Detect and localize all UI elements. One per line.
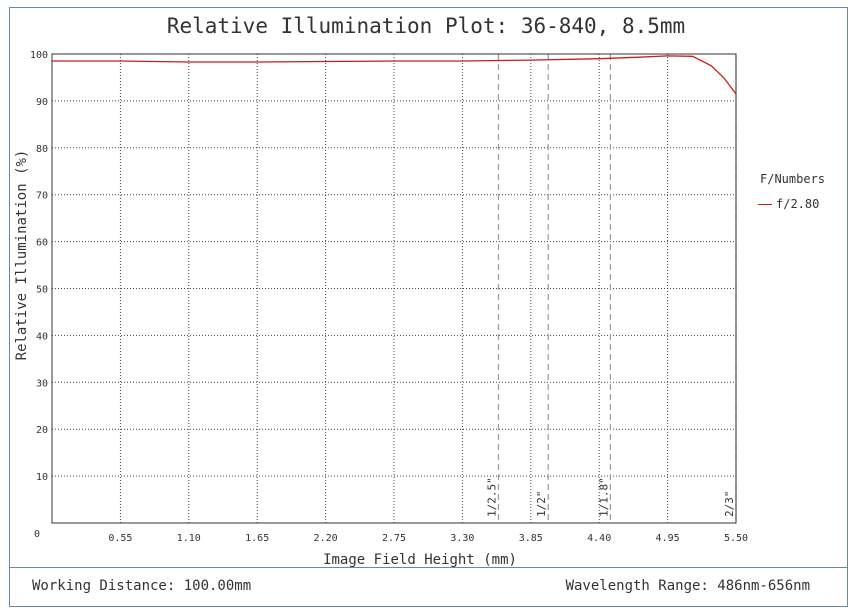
x-tick-label: 2.20 (314, 533, 338, 544)
sensor-marker-label: 1/2" (535, 491, 548, 518)
grid-lines (52, 53, 737, 523)
y-tick-label: 80 (36, 144, 48, 155)
plot-frame (9, 7, 848, 607)
x-tick-label: 5.50 (724, 533, 748, 544)
y-tick-label: 70 (36, 191, 48, 202)
series-line-f280 (52, 55, 737, 95)
legend-entry-f280: f/2.80 (758, 197, 819, 211)
plot-area-border (51, 53, 737, 524)
legend-entry-label: f/2.80 (776, 197, 820, 211)
x-tick-label: 4.40 (587, 533, 611, 544)
x-tick-label: 3.85 (519, 533, 543, 544)
data-series (52, 55, 737, 95)
y-tick-label: 30 (36, 378, 48, 389)
sensor-marker-label: 1/1.8" (597, 477, 610, 517)
x-tick-label: 4.95 (656, 533, 680, 544)
legend-title: F/Numbers (760, 172, 826, 186)
y-tick-label: 40 (36, 331, 48, 342)
y-tick-label: 100 (30, 50, 48, 61)
y-tick-label: 90 (36, 97, 48, 108)
sensor-marker-label: 1/2.5" (485, 477, 498, 517)
x-tick-label: 1.65 (245, 533, 269, 544)
x-tick-label: 1.10 (177, 533, 201, 544)
y-tick-label: 50 (36, 285, 48, 296)
y-tick-label: 10 (36, 472, 48, 483)
x-tick-label: 0.55 (108, 533, 132, 544)
x-tick-label: 2.75 (382, 533, 406, 544)
y-origin-label: 0 (34, 529, 40, 540)
footer-divider (9, 567, 848, 568)
y-tick-label: 60 (36, 238, 48, 249)
x-tick-label: 3.30 (450, 533, 474, 544)
tick-labels: 10 20 30 40 50 60 70 80 90 100 0 0.55 1.10 1.65 2.20 2.… (30, 50, 748, 544)
working-distance-text: Working Distance: 100.00mm (32, 578, 252, 594)
x-axis-label: Image Field Height (mm) (323, 552, 517, 568)
wavelength-range-text: Wavelength Range: 486nm-656nm (565, 578, 810, 594)
chart-title: Relative Illumination Plot: 36-840, 8.5m… (166, 14, 686, 38)
legend-swatch (758, 204, 772, 205)
y-axis-label: Relative Illumination (%) (14, 150, 30, 361)
sensor-marker-label: 2/3" (723, 491, 736, 518)
y-tick-label: 20 (36, 425, 48, 436)
